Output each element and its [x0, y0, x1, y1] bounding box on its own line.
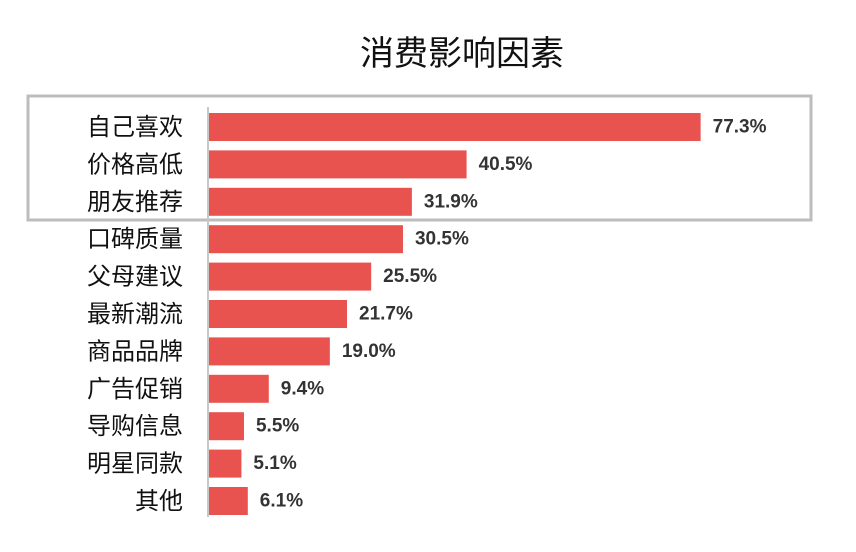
bar-6 — [209, 300, 348, 328]
bar-4 — [209, 225, 403, 254]
category-label: 价格高低 — [87, 150, 183, 178]
category-label: 最新潮流 — [87, 300, 183, 328]
value-label: 5.1% — [253, 453, 296, 474]
category-label: 朋友推荐 — [87, 188, 183, 216]
value-label: 21.7% — [359, 304, 413, 325]
value-label: 77.3% — [713, 117, 767, 138]
chart-title: 消费影响因素 — [360, 34, 564, 74]
bar-3 — [209, 187, 412, 216]
bar-7 — [209, 337, 330, 366]
bar-10 — [209, 449, 242, 478]
category-label: 父母建议 — [87, 263, 183, 291]
value-label: 25.5% — [383, 266, 437, 287]
value-label: 30.5% — [415, 229, 469, 250]
category-label: 广告促销 — [87, 375, 183, 403]
bars-layer: 自己喜欢 77.3% 价格高低 40.5% 朋友推荐 31.9% 口碑质量 30.5% 父母建议… — [87, 113, 767, 515]
category-label: 其他 — [135, 487, 183, 515]
bar-5 — [209, 262, 372, 291]
category-label: 口碑质量 — [87, 225, 183, 253]
category-label: 明星同款 — [87, 450, 183, 478]
value-label: 9.4% — [281, 378, 324, 399]
top3-highlight-box — [26, 94, 813, 222]
bar-2 — [209, 150, 467, 179]
category-label: 自己喜欢 — [87, 113, 183, 141]
category-label: 商品品牌 — [87, 337, 183, 365]
bar-1 — [209, 113, 701, 141]
bar-8 — [209, 374, 269, 403]
value-label: 31.9% — [424, 191, 478, 212]
value-label: 40.5% — [479, 154, 533, 175]
value-label: 6.1% — [260, 491, 303, 512]
bar-11 — [209, 487, 248, 515]
value-label: 19.0% — [342, 341, 396, 362]
value-label: 5.5% — [256, 416, 299, 437]
category-label: 导购信息 — [87, 412, 183, 440]
bar-9 — [209, 412, 244, 441]
